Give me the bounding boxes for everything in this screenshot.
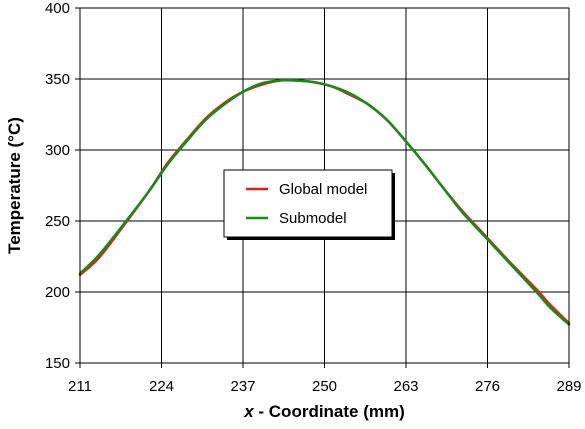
legend-label-global-model: Global model: [279, 181, 367, 198]
series-layer: [78, 78, 571, 326]
y-tick-label: 300: [45, 142, 70, 159]
x-tick-label: 224: [149, 378, 174, 395]
legend-box: [223, 169, 393, 238]
x-axis-title-text: - Coordinate (mm): [254, 402, 405, 421]
x-tick-label: 237: [230, 378, 255, 395]
x-axis-title: x - Coordinate (mm): [243, 402, 405, 421]
x-tick-labels: 211 224 237 250 263 276 289: [68, 378, 581, 395]
y-tick-labels: 150 200 250 300 350 400: [45, 0, 70, 372]
x-tick-label: 263: [393, 378, 418, 395]
legend: Global model Submodel: [223, 169, 395, 240]
y-axis-title: Temperature (°C): [5, 117, 24, 254]
x-tick-label: 211: [68, 378, 92, 395]
plot-frame: [79, 7, 570, 364]
y-tick-label: 400: [45, 0, 70, 17]
y-tick-label: 150: [45, 355, 70, 372]
y-tick-label: 250: [45, 213, 70, 230]
legend-label-submodel: Submodel: [279, 210, 347, 227]
y-tick-label: 350: [45, 71, 70, 88]
series-line-submodel: [78, 78, 571, 326]
x-axis-title-variable: x: [243, 402, 255, 421]
x-tick-label: 250: [312, 378, 337, 395]
x-tick-label: 276: [475, 378, 500, 395]
y-tick-label: 200: [45, 284, 70, 301]
x-tick-label: 289: [556, 378, 581, 395]
